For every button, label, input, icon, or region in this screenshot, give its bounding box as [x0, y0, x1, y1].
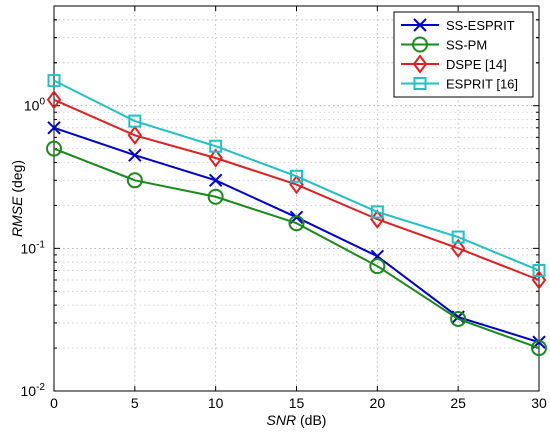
data-point — [290, 169, 303, 183]
legend-item: SS-ESPRIT — [401, 18, 515, 33]
data-point-stroke-b — [208, 173, 223, 188]
data-point — [288, 215, 305, 232]
axis-ticks: 0 5 10 15 20 25 30 100 10-1 10-2 — [21, 5, 547, 411]
series-ss-pm — [46, 140, 547, 357]
y-axis-label: RMSE (deg) — [9, 160, 25, 237]
y-tick-label: 10-2 — [21, 382, 46, 399]
data-point — [46, 90, 62, 110]
legend-label: SS-PM — [446, 38, 487, 53]
x-tick-label: 10 — [208, 395, 224, 411]
data-point — [532, 263, 546, 277]
series-line — [53, 147, 540, 349]
series-line — [53, 98, 540, 281]
data-point — [208, 148, 223, 168]
x-tick-label: 0 — [50, 395, 58, 411]
legend: SS-ESPRIT SS-PM DSPE [14] ESPRIT [16] — [393, 11, 534, 98]
data-point — [531, 340, 547, 357]
data-point — [46, 140, 62, 157]
data-point — [531, 270, 547, 290]
data-point — [450, 310, 467, 327]
data-point — [47, 74, 61, 88]
data-point-stroke-b — [128, 148, 142, 162]
data-point — [209, 139, 223, 153]
legend-marker — [413, 77, 427, 90]
x-axis-label: SNR (dB) — [267, 412, 327, 428]
y-tick-label: 100 — [24, 97, 46, 114]
x-tick-label: 20 — [370, 395, 386, 411]
series-group — [46, 74, 547, 357]
legend-marker — [412, 54, 428, 74]
legend-label: SS-ESPRIT — [446, 18, 515, 33]
data-point — [127, 125, 143, 145]
legend-item: SS-PM — [401, 36, 487, 53]
legend-label: ESPRIT [16] — [446, 77, 518, 92]
series-esprit-16 — [47, 74, 546, 277]
data-point — [126, 172, 143, 189]
legend-marker-stroke-b — [413, 18, 427, 32]
series-line — [53, 79, 540, 272]
legend-item: ESPRIT [16] — [401, 77, 518, 92]
legend-label: DSPE [14] — [446, 57, 507, 72]
data-point — [207, 188, 224, 205]
x-tick-label: 5 — [131, 395, 139, 411]
x-tick-label: 15 — [289, 395, 305, 411]
y-tick-label: 10-1 — [21, 239, 46, 256]
data-point — [369, 258, 386, 275]
series-dspe-14 — [46, 90, 547, 290]
x-tick-label: 30 — [531, 395, 547, 411]
data-point-stroke-b — [47, 121, 61, 135]
data-point — [128, 114, 142, 128]
x-tick-label: 25 — [450, 395, 466, 411]
data-point — [370, 205, 384, 219]
data-point — [450, 238, 466, 259]
legend-marker — [412, 36, 428, 53]
data-point — [451, 230, 465, 244]
legend-item: DSPE [14] — [401, 54, 507, 74]
